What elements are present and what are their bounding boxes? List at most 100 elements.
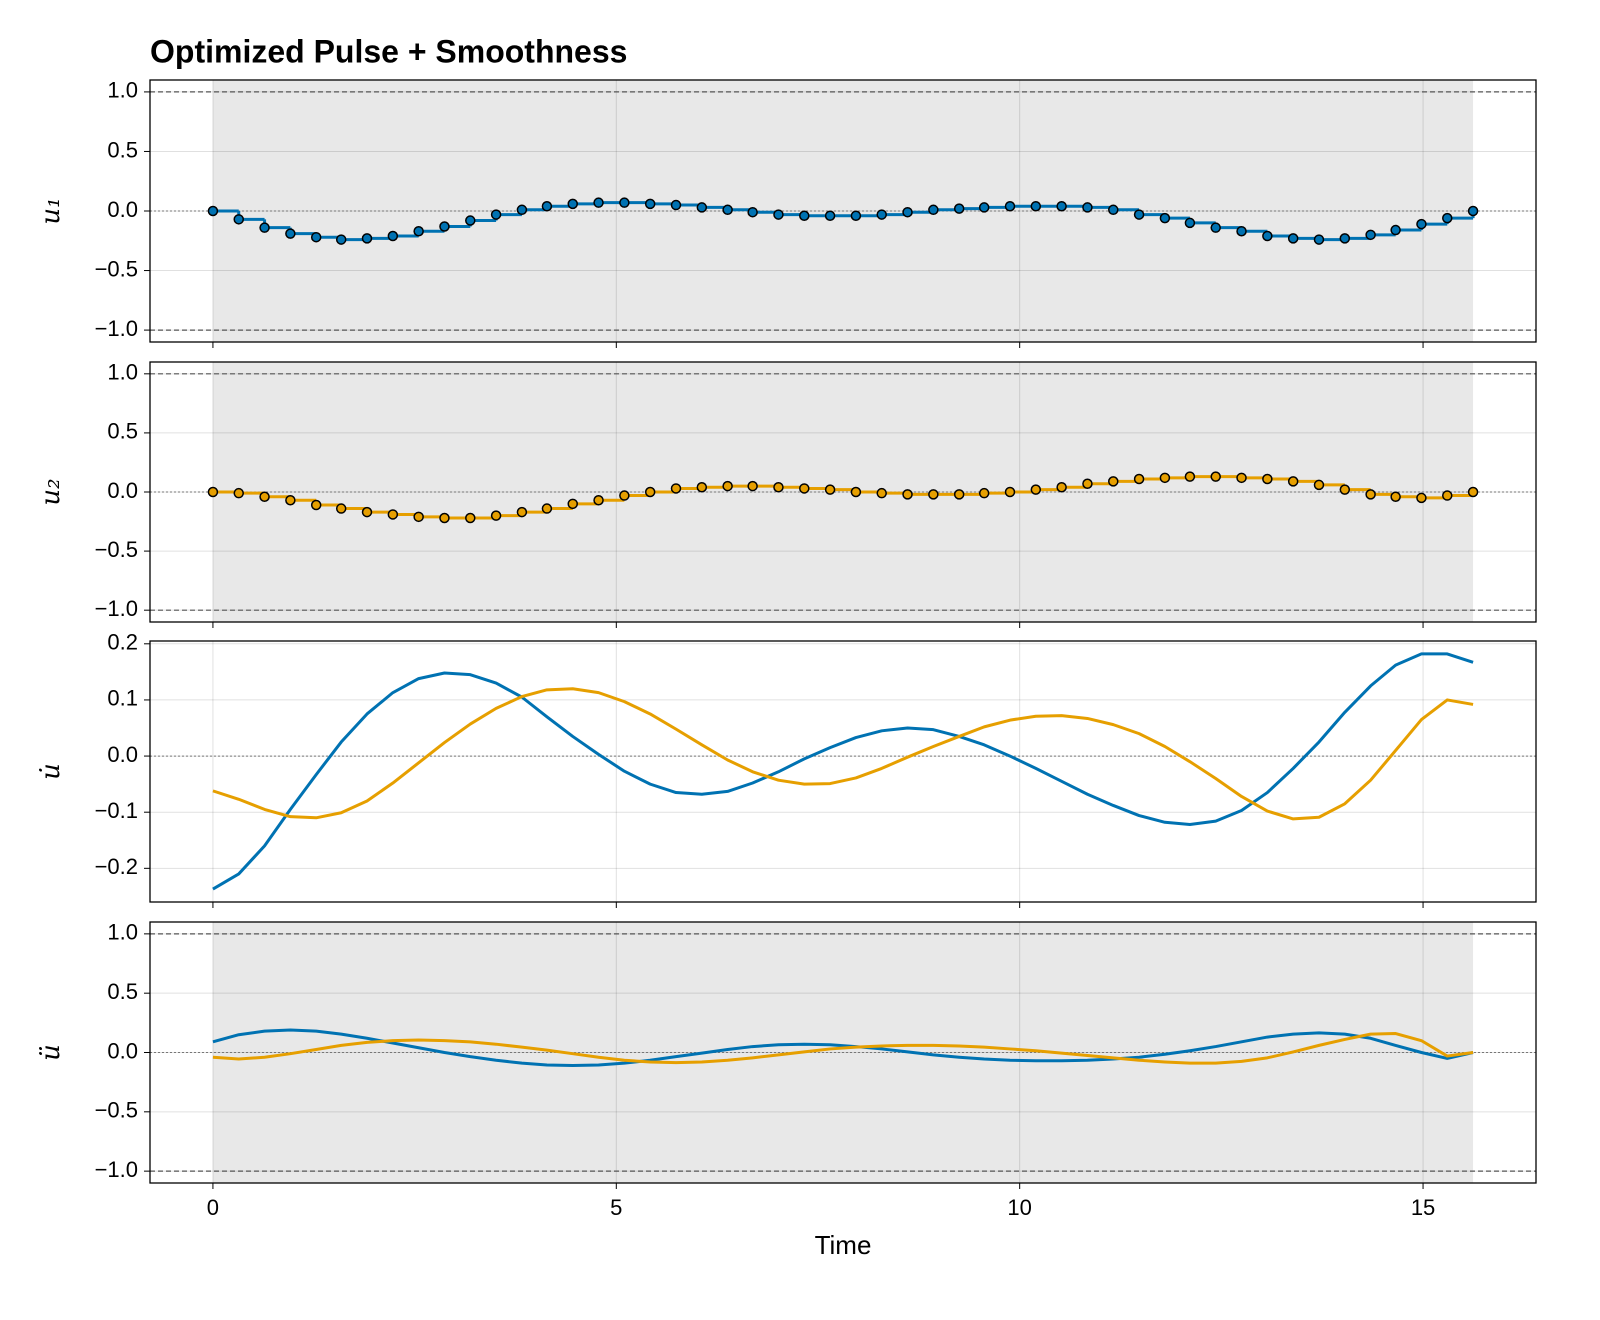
y-axis-label: u₂ (36, 478, 66, 505)
x-tick-label: 15 (1411, 1195, 1435, 1220)
point (361, 233, 373, 244)
point (1082, 202, 1093, 213)
point (335, 503, 347, 514)
y-tick-label: −0.5 (95, 256, 138, 281)
point (1287, 233, 1299, 244)
point (902, 206, 913, 218)
point (799, 210, 810, 222)
point (747, 480, 758, 492)
point (465, 215, 476, 226)
point (207, 205, 219, 217)
plot-area (150, 362, 1536, 622)
y-tick-label: 0.5 (107, 419, 138, 444)
point (773, 209, 784, 220)
y-tick-label: −0.1 (95, 798, 138, 823)
point (696, 482, 708, 493)
y-tick-label: 0.2 (107, 630, 138, 655)
point (1030, 200, 1042, 212)
y-tick-label: 1.0 (107, 360, 138, 385)
point (567, 498, 578, 510)
y-tick-label: −1.0 (95, 316, 138, 341)
point (1082, 478, 1093, 489)
panel: −1.0 −0.5 0.0 0.5 1.0 0 5 10 15 ü Time (36, 920, 1537, 1260)
point (1184, 217, 1196, 229)
axes-frame (149, 921, 1537, 1184)
point (978, 202, 990, 213)
series-line (212, 687, 1474, 821)
point (567, 198, 578, 210)
point (722, 480, 733, 492)
point (259, 491, 270, 502)
point (1004, 200, 1016, 212)
point (1442, 490, 1453, 501)
point (902, 489, 913, 500)
point (1416, 492, 1427, 504)
point (285, 495, 296, 506)
point (928, 489, 939, 500)
y-tick-label: −1.0 (95, 596, 138, 621)
point (1442, 212, 1453, 224)
point (1184, 471, 1196, 482)
point (233, 487, 244, 499)
point (1365, 229, 1376, 241)
y-tick-label: −0.5 (95, 1098, 138, 1123)
point (259, 222, 270, 233)
point (285, 228, 296, 239)
y-axis-label: ü (36, 1044, 66, 1061)
point (824, 484, 836, 495)
point (824, 210, 836, 222)
point (1159, 472, 1171, 484)
point (1262, 473, 1273, 485)
point (1390, 491, 1401, 502)
y-tick-label: 0.0 (107, 197, 138, 222)
point (1236, 472, 1247, 484)
point (1210, 471, 1221, 482)
point (1416, 218, 1427, 230)
point (670, 199, 682, 211)
point (978, 487, 990, 499)
series-line (212, 1032, 1474, 1065)
point (207, 486, 219, 498)
axes-frame (149, 640, 1537, 903)
y-tick-label: −0.5 (95, 537, 138, 562)
axes-frame (149, 361, 1537, 623)
x-axis-label: Time (815, 1230, 872, 1260)
point (876, 487, 887, 499)
point (1210, 222, 1221, 233)
point (953, 489, 965, 500)
point (413, 511, 424, 523)
point (465, 512, 476, 524)
point (799, 483, 810, 494)
point (1004, 486, 1016, 498)
y-tick-label: 1.0 (107, 920, 138, 945)
point (747, 206, 758, 218)
point (773, 482, 784, 493)
panel: −0.2 −0.1 0.0 0.1 0.2 u̇ (36, 630, 1537, 908)
point (1313, 234, 1325, 245)
y-tick-label: 0.0 (107, 742, 138, 767)
point (1467, 205, 1479, 217)
point (541, 503, 553, 514)
point (439, 221, 450, 232)
y-tick-label: 1.0 (107, 78, 138, 103)
axes-frame (149, 79, 1537, 343)
point (361, 506, 373, 518)
series-line (212, 1028, 1474, 1068)
point (1108, 476, 1119, 487)
point (644, 198, 656, 210)
y-tick-label: 0.5 (107, 979, 138, 1004)
point (722, 204, 733, 216)
point (310, 231, 322, 243)
y-tick-label: 0.0 (107, 1038, 138, 1063)
point (490, 209, 502, 220)
point (850, 486, 862, 498)
series-line (212, 652, 1474, 891)
point (1339, 484, 1351, 495)
point (1133, 209, 1145, 220)
panel: −1.0 −0.5 0.0 0.5 1.0 u₂ (36, 360, 1537, 628)
point (593, 197, 604, 208)
point (1236, 225, 1247, 237)
x-tick-label: 0 (207, 1195, 219, 1220)
point (541, 200, 553, 212)
